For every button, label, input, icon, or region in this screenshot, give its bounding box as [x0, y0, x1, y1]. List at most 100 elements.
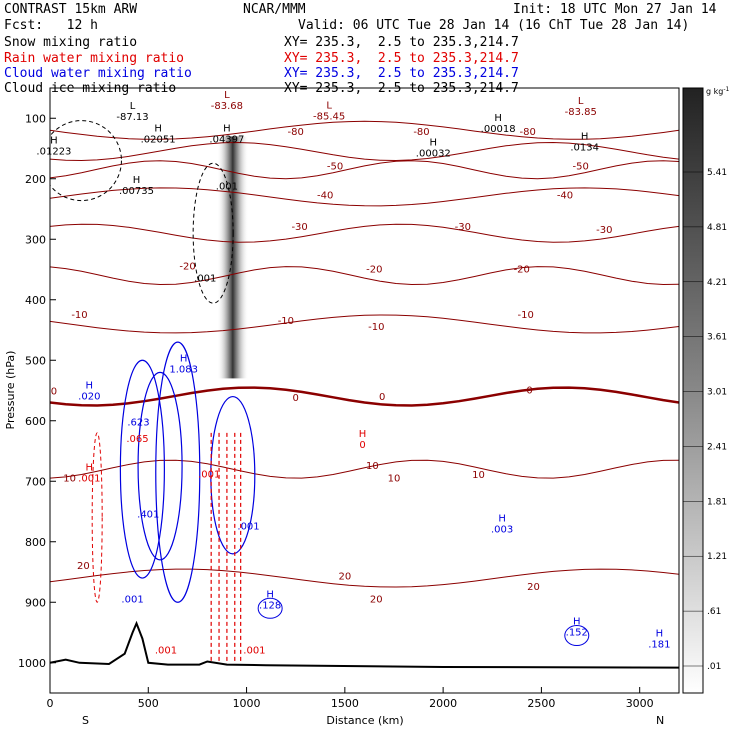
legend-rain-xy: XY= 235.3, 2.5 to 235.3,214.7: [284, 51, 519, 66]
temperature-contour: [50, 187, 679, 207]
extremum-value: .00018: [481, 124, 516, 135]
contour-label: -30: [596, 225, 612, 236]
cloud-water-contour: [137, 371, 183, 561]
contour-label: -10: [368, 322, 384, 333]
extremum-value: .001: [194, 274, 216, 285]
colorbar-tick-label: 5.41: [707, 168, 727, 178]
contour-label: 10: [366, 461, 379, 472]
extremum-value: 0: [359, 440, 365, 451]
cloud-water-contour: [155, 341, 201, 603]
extremum-mark: H: [430, 137, 438, 148]
contour-label: -20: [179, 262, 195, 273]
extremum-value: .01223: [36, 147, 71, 158]
y-tick-label: 200: [25, 173, 46, 186]
extremum-value: .0134: [570, 142, 599, 153]
y-tick-label: 900: [25, 596, 46, 609]
contour-label: -20: [366, 265, 382, 276]
extremum-value: .065: [126, 434, 148, 445]
y-axis-label: Pressure (hPa): [4, 351, 17, 430]
extremum-value: .152: [566, 628, 588, 639]
extremum-value: .401: [137, 510, 159, 521]
colorbar-tick-label: 2.41: [707, 442, 727, 452]
extremum-mark: L: [224, 90, 230, 101]
temperature-contour: [50, 120, 679, 140]
colorbar-tick-label: 1.21: [707, 552, 727, 562]
extremum-mark: H: [86, 381, 94, 392]
contour-label: -80: [519, 127, 535, 138]
x-tick-label: 500: [138, 697, 159, 710]
y-tick-label: 500: [25, 354, 46, 367]
extremum-value: -85.45: [313, 111, 345, 122]
contour-label: 0: [526, 386, 532, 397]
colorbar-tick-label: .61: [707, 607, 721, 617]
contour-label: 20: [527, 582, 540, 593]
extremum-value: .128: [259, 600, 281, 611]
cloud-ice-contour: [192, 162, 234, 304]
extremum-mark: H: [266, 589, 274, 600]
init-time: Init: 18 UTC Mon 27 Jan 14: [513, 2, 717, 17]
colorbar-tick-label: 4.81: [707, 223, 727, 233]
extremum-mark: H: [133, 175, 141, 186]
north-endpoint: N: [656, 714, 664, 727]
contour-label: -10: [518, 310, 534, 321]
extremum-mark: H: [494, 113, 502, 124]
x-tick-label: 1000: [233, 697, 261, 710]
contour-label: 20: [77, 561, 90, 572]
extremum-value: .00032: [416, 148, 451, 159]
x-tick-label: 3000: [626, 697, 654, 710]
extremum-mark: H: [154, 123, 162, 134]
temperature-contour: [50, 223, 679, 243]
legend-rain-label: Rain water mixing ratio: [4, 51, 185, 66]
temperature-contour: [50, 568, 679, 588]
contour-label: -40: [317, 191, 333, 202]
colorbar-unit: g kg-1: [706, 86, 730, 96]
extremum-value: .001: [243, 646, 265, 657]
temperature-contour: [50, 459, 679, 479]
extremum-value: .001: [78, 473, 100, 484]
temperature-contour: [50, 314, 679, 334]
colorbar-tick-label: 3.61: [707, 333, 727, 343]
cloud-water-contour: [119, 359, 165, 579]
extremum-value: -87.13: [116, 112, 148, 123]
colorbar-tick-label: .01: [707, 662, 721, 672]
extremum-mark: L: [326, 100, 332, 111]
y-tick-label: 1000: [18, 657, 46, 670]
extremum-value: .181: [648, 640, 670, 651]
x-tick-label: 1500: [331, 697, 359, 710]
extremum-mark: L: [578, 96, 584, 107]
legend-snow-label: Snow mixing ratio: [4, 35, 138, 50]
extremum-value: .00735: [119, 186, 154, 197]
extremum-mark: H: [180, 353, 188, 364]
extremum-mark: H: [656, 629, 664, 640]
colorbar-tick-label: 3.01: [707, 388, 727, 398]
y-tick-label: 300: [25, 233, 46, 246]
valid-time: Valid: 06 UTC Tue 28 Jan 14 (16 ChT Tue …: [298, 18, 690, 33]
extremum-value: .001: [121, 594, 143, 605]
contour-label: 20: [370, 594, 383, 605]
contour-label: -80: [288, 127, 304, 138]
contour-label: -10: [71, 310, 87, 321]
extremum-value: .001: [237, 522, 259, 533]
rain-contour: [91, 432, 103, 603]
extremum-mark: L: [130, 101, 136, 112]
contour-label: 10: [472, 470, 485, 481]
extremum-mark: H: [581, 131, 589, 142]
extremum-value: .020: [78, 392, 100, 403]
extremum-mark: H: [573, 617, 581, 628]
contour-label: -10: [278, 316, 294, 327]
contour-label: -20: [514, 265, 530, 276]
terrain-line: [50, 620, 679, 669]
temperature-contour: [50, 141, 679, 162]
contour-label: -50: [573, 162, 589, 173]
x-tick-label: 0: [47, 697, 54, 710]
extremum-value: 1.083: [169, 364, 198, 375]
contour-label: -80: [413, 127, 429, 138]
x-axis-label: Distance (km): [326, 714, 403, 727]
temperature-contour: [50, 266, 679, 286]
colorbar-tick-label: 1.81: [707, 497, 727, 507]
y-tick-label: 400: [25, 294, 46, 307]
temperature-contour: [50, 160, 679, 180]
cloud-ice-contour: [50, 120, 122, 202]
snow-plume: [217, 136, 249, 379]
legend-cloud-water-label: Cloud water mixing ratio: [4, 66, 192, 81]
